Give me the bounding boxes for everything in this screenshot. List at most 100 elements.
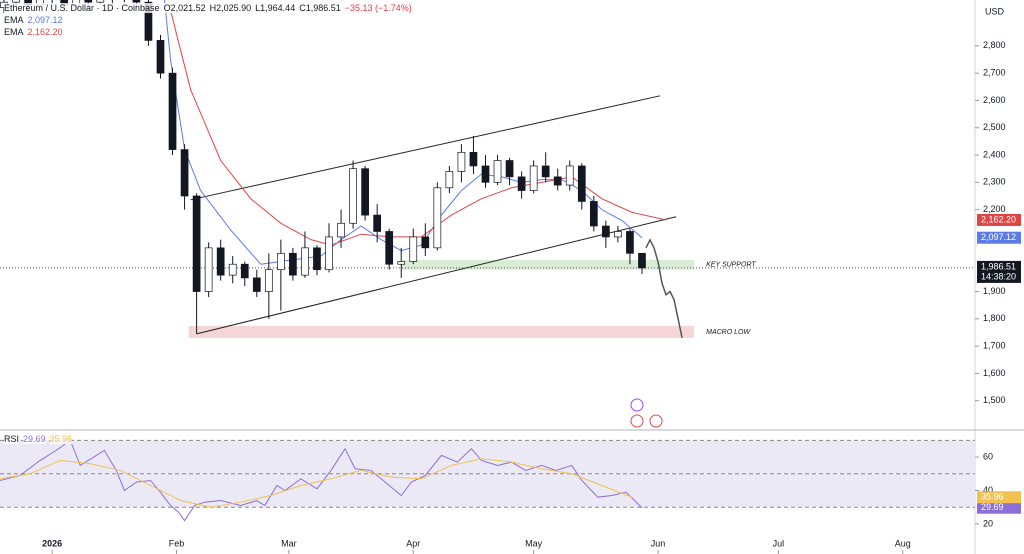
candle-body [252,277,261,292]
candle-body [337,222,345,238]
candle-body [132,0,141,3]
y-tick-label: 1,700 [983,340,1006,350]
candle-body [240,263,249,279]
candle-body [264,269,273,292]
y-tick-label: 1,900 [983,286,1006,296]
ema-name: EMA [4,27,24,37]
candle-body [301,247,309,276]
candle-body [445,171,454,189]
rsi-line [0,458,633,508]
candle-body [12,0,20,3]
candle-body [385,231,394,265]
x-tick-label: Feb [169,538,185,548]
y-tick-label: 40 [983,485,993,495]
candle-body [168,72,177,150]
price-tag [977,231,1021,244]
candle-body [409,236,418,262]
candle-body [529,165,538,191]
candle-body [493,160,502,183]
symbol-title: Ethereum / U.S. Dollar · 1D · Coinbase [4,3,160,13]
candle-body [457,151,466,172]
rsi-tag-label: 35.96 [981,492,1004,502]
candle-body [361,168,369,216]
trendline [190,95,661,201]
candle-body [180,149,189,197]
candle-body [638,252,646,269]
x-tick-label: Apr [406,538,420,548]
candle-body [565,165,574,186]
ema-value: 2,097.12 [27,15,63,25]
price-tag [977,213,1021,226]
y-tick-label: 60 [983,451,993,461]
y-tick-label: 2,600 [983,95,1006,105]
ohlc-change: −35.13 (−1.74%) [344,3,412,13]
candle-body [373,214,382,232]
candle-body [626,231,634,254]
y-tick-label: 1,600 [983,368,1006,378]
rsi-tag [977,491,1021,504]
y-tick-label: 20 [983,518,993,528]
candle-body [469,151,478,167]
candle-body [84,0,93,3]
candle-body [433,187,442,249]
candle-body [614,231,622,238]
y-tick-label: 1,800 [983,313,1006,323]
ema-legend: EMA 2,097.12 [4,15,63,25]
y-tick-label: 2,800 [983,40,1006,50]
candle-body [397,261,406,265]
candle-body [192,195,201,292]
rsi-value: 29.69 [23,434,46,444]
trendline [196,216,677,335]
rsi-tag-label: 29.69 [981,502,1004,512]
candle-body [481,165,490,183]
candle-body [228,263,237,276]
candle-body [156,40,165,74]
event-icons [630,398,663,428]
zone [188,325,695,338]
ema-line [170,10,667,246]
x-tick-label: Jun [651,538,666,548]
candle-body [553,176,562,186]
candle-body [96,0,105,3]
y-tick-label: 2,200 [983,204,1006,214]
candle-body [505,160,514,178]
last-price-label: 1,986.51 [981,261,1016,271]
candle-body [313,247,321,271]
ema-value: 2,162.20 [27,27,63,37]
rsi-line [0,439,643,522]
price-tag-label: 2,097.12 [981,232,1016,242]
candle-body [216,247,225,276]
x-tick-label: Aug [895,538,911,548]
candle-body [144,1,153,41]
rsi-ma-value: 35.96 [49,434,73,444]
zone [401,259,695,270]
candle-body [589,201,598,227]
ohlc: H2,025.90 [209,3,252,13]
currency: USD [985,6,1005,16]
x-tick-label: Jul [773,538,785,548]
candle-body [541,165,550,178]
y-tick-label: 2,300 [983,177,1006,187]
candle-body [325,236,333,271]
ema-legend: EMA 2,162.20 [4,27,63,37]
projection-line [645,238,683,339]
candle-body [421,236,430,249]
y-tick-label: 2,700 [983,68,1006,78]
rsi-legend: RSI 29.69 35.96 [4,434,73,444]
candle-body [517,176,526,191]
last-price-tag [977,260,1021,283]
countdown: 14:38:20 [981,271,1016,281]
rsi-tag [977,501,1021,514]
ema-name: EMA [4,15,24,25]
ohlc: C1,986.51 [299,3,341,13]
candle-body [277,252,285,271]
ohlc: O2,021.52 [163,3,206,13]
candle-body [204,247,213,292]
x-tick-label: May [525,538,543,548]
zone-label: KEY SUPPORT [706,262,756,269]
x-tick-label: Mar [281,538,297,548]
price-tag-label: 2,162.20 [981,214,1016,224]
ema-line [164,0,643,265]
